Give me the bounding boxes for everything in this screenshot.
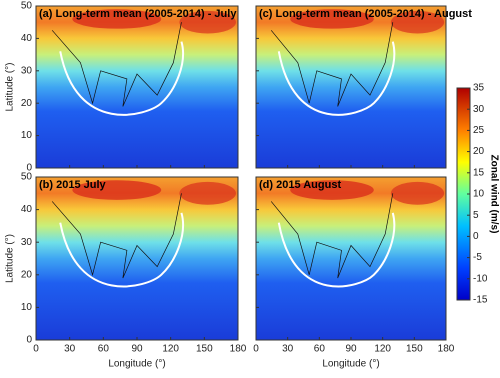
colorbar-tick-label: 0 <box>473 231 479 242</box>
x-axis-label: Longitude (°) <box>108 359 165 370</box>
y-tick-label: 20 <box>21 98 33 109</box>
x-tick-label: 90 <box>131 344 143 355</box>
colorbar-tick-label: 5 <box>473 210 479 221</box>
panel-title: (b) 2015 July <box>39 179 107 191</box>
panel-title: (d) 2015 August <box>259 179 341 191</box>
colorbar-tick-label: 35 <box>473 83 485 94</box>
zero-contour <box>59 41 184 116</box>
coastline <box>51 22 182 107</box>
jet-core <box>390 10 445 34</box>
coastline <box>51 193 182 279</box>
jet-core <box>390 181 445 205</box>
jet-core <box>179 10 236 34</box>
colorbar-tick-label: -15 <box>473 295 488 306</box>
y-tick-label: 40 <box>21 204 33 215</box>
colorbar-label: Zonal wind (m/s) <box>488 155 499 234</box>
y-tick-label: 50 <box>21 172 33 183</box>
coastline <box>270 193 394 279</box>
y-tick-label: 20 <box>21 269 33 280</box>
zero-contour <box>277 212 396 288</box>
y-tick-label: 50 <box>21 1 33 12</box>
panel-title: (a) Long-term mean (2005-2014) - July <box>39 8 237 20</box>
jet-core <box>179 181 236 205</box>
x-tick-label: 150 <box>406 344 423 355</box>
y-tick-label: 10 <box>21 130 33 141</box>
colorbar-tick-label: -10 <box>473 273 488 284</box>
colorbar-tick-label: 30 <box>473 104 485 115</box>
x-tick-label: 0 <box>33 344 39 355</box>
coastline <box>270 22 394 107</box>
y-axis-label: Latitude (°) <box>5 62 16 111</box>
colorbar-tick-label: -5 <box>473 252 482 263</box>
colorbar-tick-label: 25 <box>473 125 485 136</box>
x-tick-label: 90 <box>345 344 357 355</box>
colorbar-tick-label: 20 <box>473 146 485 157</box>
y-tick-label: 10 <box>21 302 33 313</box>
y-tick-label: 40 <box>21 33 33 44</box>
x-tick-label: 180 <box>230 344 247 355</box>
jet-core <box>290 9 374 29</box>
zero-contour <box>59 212 184 288</box>
x-tick-label: 120 <box>374 344 391 355</box>
jet-core <box>72 9 162 29</box>
x-tick-label: 30 <box>64 344 76 355</box>
jet-core <box>290 180 374 200</box>
x-tick-label: 60 <box>98 344 110 355</box>
colorbar-tick-label: 15 <box>473 167 485 178</box>
y-tick-label: 30 <box>21 65 33 76</box>
x-axis-label: Longitude (°) <box>322 359 379 370</box>
y-tick-label: 30 <box>21 237 33 248</box>
x-tick-label: 60 <box>314 344 326 355</box>
y-tick-label: 0 <box>26 335 32 346</box>
panel-title: (c) Long-term mean (2005-2014) - August <box>259 8 472 20</box>
y-tick-label: 0 <box>26 163 32 174</box>
y-axis-label: Latitude (°) <box>5 234 16 283</box>
x-tick-label: 150 <box>196 344 213 355</box>
x-tick-label: 120 <box>162 344 179 355</box>
jet-core <box>72 180 162 200</box>
x-tick-label: 30 <box>282 344 294 355</box>
colorbar-tick-label: 10 <box>473 189 485 200</box>
zero-contour <box>277 41 396 116</box>
x-tick-label: 180 <box>438 344 455 355</box>
x-tick-label: 0 <box>253 344 259 355</box>
